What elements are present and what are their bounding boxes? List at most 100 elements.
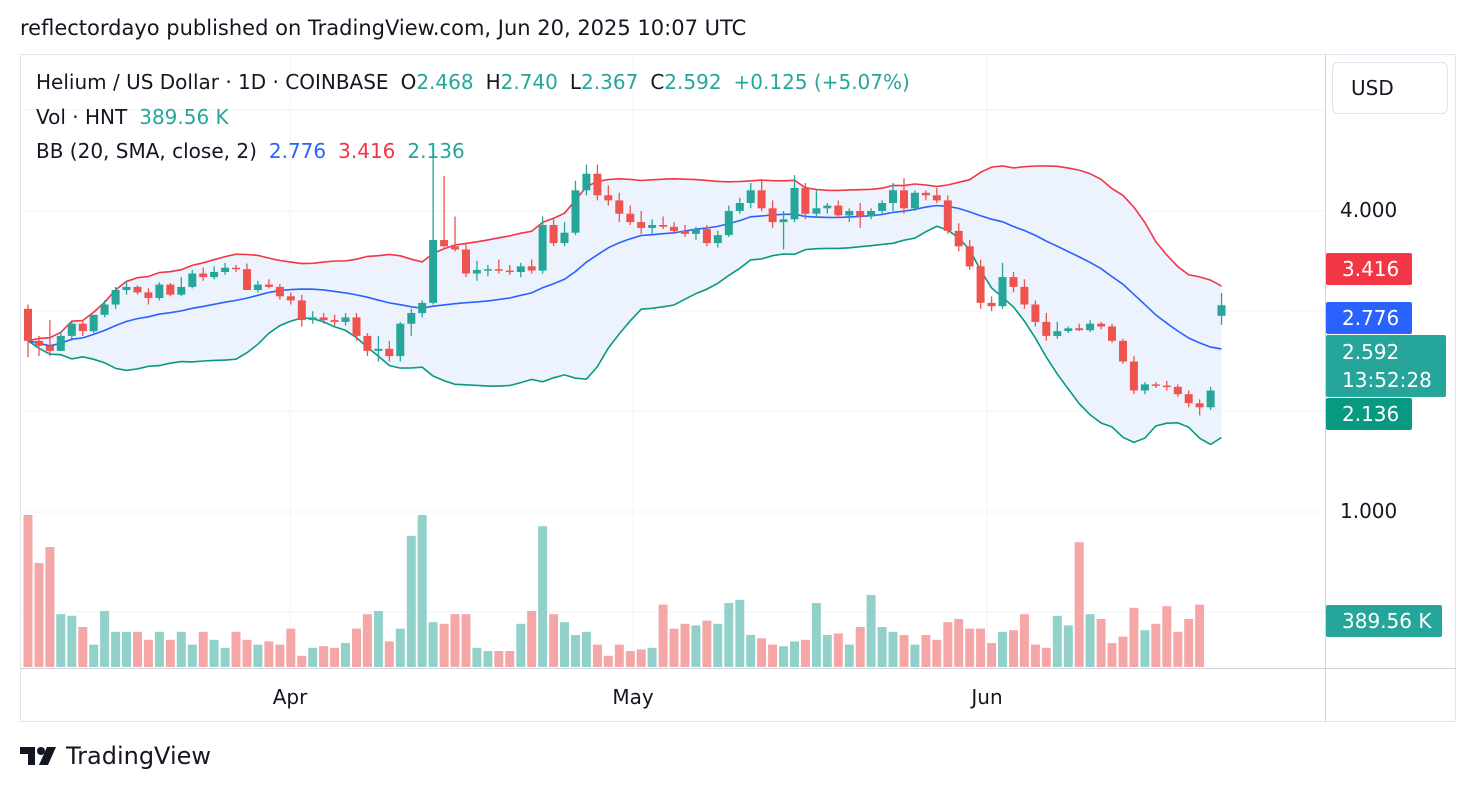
volume-bar bbox=[242, 639, 252, 667]
candle-body bbox=[1064, 328, 1073, 332]
candle-body bbox=[221, 267, 230, 272]
candle-body bbox=[210, 272, 219, 278]
candle-body bbox=[790, 187, 799, 220]
candle-body bbox=[440, 240, 449, 247]
volume-bar bbox=[406, 535, 416, 667]
footer-brand[interactable]: TradingView bbox=[66, 742, 212, 770]
volume-bar bbox=[165, 639, 175, 667]
candle-body bbox=[626, 213, 635, 223]
volume-bar bbox=[669, 628, 679, 667]
volume-bar bbox=[111, 631, 121, 667]
candle-body bbox=[932, 195, 941, 201]
volume-bar bbox=[154, 631, 164, 667]
legend-high: 2.740 bbox=[500, 70, 558, 94]
volume-bar bbox=[866, 595, 876, 667]
volume-bar bbox=[549, 614, 559, 667]
candle-body bbox=[396, 323, 405, 357]
bollinger-lines bbox=[27, 165, 1222, 446]
volume-bar bbox=[1030, 644, 1040, 667]
candle-body bbox=[1009, 277, 1018, 287]
volume-bar bbox=[888, 631, 898, 667]
candle-body bbox=[1140, 384, 1149, 391]
legend-symbol: Helium / US Dollar · 1D · COINBASE bbox=[36, 70, 389, 94]
candle-body bbox=[593, 173, 602, 196]
candle-body bbox=[462, 249, 470, 274]
volume-bar bbox=[921, 635, 931, 667]
candle-body bbox=[494, 269, 503, 271]
volume-bar bbox=[89, 644, 99, 667]
volume-bar bbox=[998, 631, 1007, 667]
candle-body bbox=[352, 317, 361, 336]
volume-bar bbox=[943, 622, 953, 667]
candle-body bbox=[429, 240, 438, 303]
volume-bar bbox=[373, 611, 383, 667]
bollinger-upper-line bbox=[27, 165, 1222, 342]
legend-close: 2.592 bbox=[664, 70, 722, 94]
volume-bar bbox=[253, 644, 263, 667]
bb-upper-price-tag: 3.416 bbox=[1326, 253, 1412, 285]
candle-body bbox=[538, 225, 547, 271]
volume-bar bbox=[790, 641, 799, 667]
candle-body bbox=[615, 200, 624, 214]
candle-body bbox=[253, 284, 262, 290]
volume-bar bbox=[450, 614, 460, 667]
candle-body bbox=[286, 296, 295, 301]
candle-body bbox=[889, 190, 897, 203]
volume-bar bbox=[1052, 615, 1062, 667]
volume-bar bbox=[275, 644, 285, 667]
candle-body bbox=[735, 203, 744, 211]
currency-button[interactable]: USD bbox=[1332, 62, 1448, 114]
candle-body bbox=[1119, 340, 1127, 362]
volume-bar bbox=[45, 547, 55, 667]
volume-bar bbox=[625, 651, 635, 667]
candle-body bbox=[1020, 286, 1029, 305]
candle-body bbox=[472, 269, 481, 274]
candle-body bbox=[1086, 323, 1095, 331]
volume-bar bbox=[1162, 606, 1172, 667]
volume-bar bbox=[735, 599, 745, 667]
volume-bar bbox=[1019, 614, 1029, 667]
volume-bar bbox=[122, 631, 131, 667]
volume-bar bbox=[680, 623, 690, 667]
volume-bar bbox=[319, 646, 329, 667]
candle-body bbox=[100, 304, 109, 315]
candle-body bbox=[637, 222, 646, 228]
footer: TradingView bbox=[20, 742, 211, 770]
candle-body bbox=[724, 211, 733, 236]
volume-bar bbox=[571, 635, 580, 667]
candle-body bbox=[768, 208, 777, 223]
bb-basis-price-tag: 2.776 bbox=[1326, 302, 1412, 334]
volume-bar bbox=[1074, 542, 1084, 667]
candle-body bbox=[374, 348, 383, 351]
candle-body bbox=[505, 270, 514, 273]
volume-bar bbox=[603, 655, 613, 667]
candle-body bbox=[812, 208, 821, 214]
bollinger-lower-line bbox=[27, 225, 1222, 446]
volume-bar bbox=[286, 628, 296, 667]
volume-bar bbox=[461, 614, 471, 667]
candle-body bbox=[834, 205, 843, 216]
volume-bar bbox=[516, 623, 526, 667]
candle-body bbox=[746, 190, 755, 203]
candle-body bbox=[582, 173, 591, 191]
volume-bar bbox=[855, 627, 865, 667]
volume-bar bbox=[592, 644, 602, 667]
volume-bar bbox=[538, 526, 548, 667]
bb-lower-price-tag: 2.136 bbox=[1326, 398, 1412, 430]
price-axis-divider bbox=[1325, 54, 1326, 722]
candle-body bbox=[166, 284, 175, 295]
bollinger-fill bbox=[28, 165, 1222, 445]
publish-info: reflectordayo published on TradingView.c… bbox=[20, 16, 747, 40]
candle-body bbox=[297, 300, 306, 321]
volume-bar bbox=[1151, 623, 1161, 667]
volume-bar bbox=[636, 649, 646, 667]
volume-bar bbox=[899, 635, 909, 667]
volume-bar bbox=[23, 515, 33, 667]
last-price-tag: 2.592 13:52:28 bbox=[1326, 335, 1446, 397]
candle-body bbox=[681, 230, 689, 234]
candle-body bbox=[341, 317, 350, 322]
volume-bar bbox=[231, 631, 241, 667]
volume-bar bbox=[472, 647, 482, 667]
candle-body bbox=[856, 211, 865, 217]
